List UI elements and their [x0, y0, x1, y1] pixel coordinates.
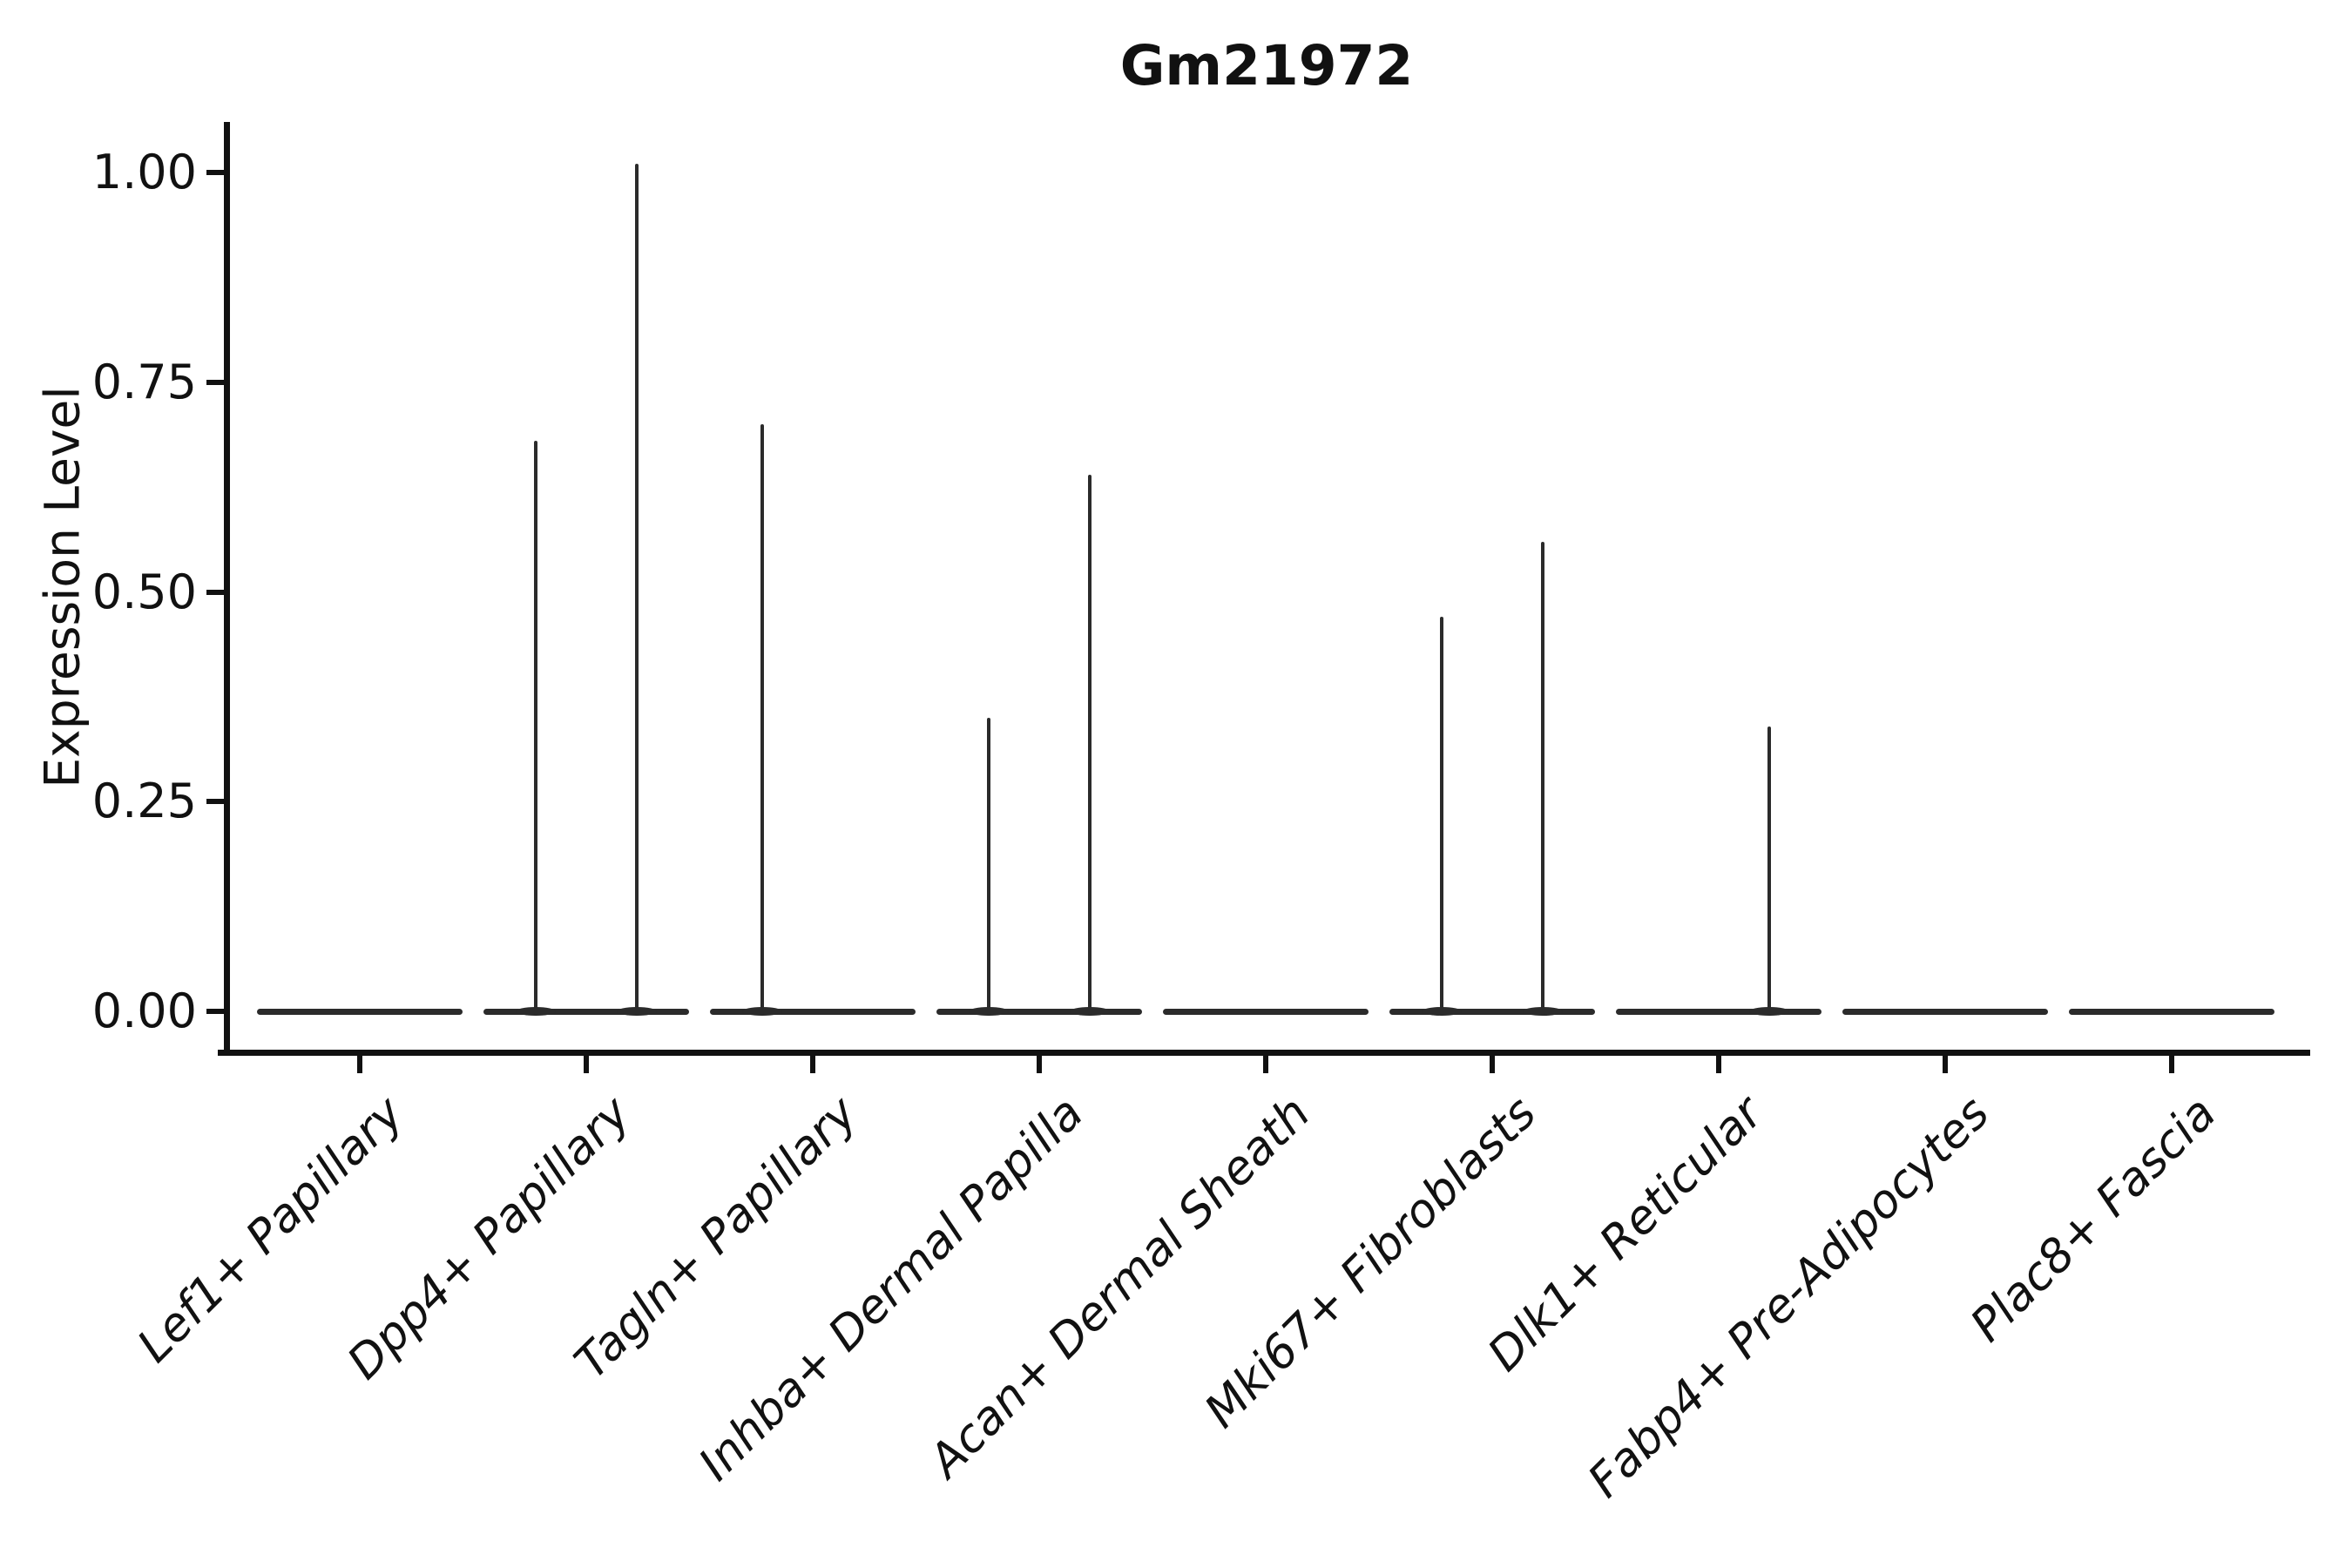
x-tick-label: Inhba+ Dermal Papilla	[688, 1086, 1094, 1491]
x-tick-label: Fabp4+ Pre-Adipocytes	[1578, 1086, 2000, 1508]
violin-zero-line	[1163, 1008, 1369, 1015]
violin-spike	[635, 164, 639, 1015]
y-tick-mark	[206, 379, 224, 385]
violin-zero-line	[936, 1008, 1142, 1015]
violin-spike	[760, 423, 764, 1015]
violin-zero-line	[257, 1008, 463, 1015]
x-tick-label: Plac8+ Fascia	[1960, 1086, 2227, 1353]
x-tick-mark	[1943, 1056, 1948, 1073]
y-tick-label: 0.50	[91, 564, 197, 619]
y-tick-label: 0.75	[91, 354, 197, 409]
violin-zero-line	[1389, 1008, 1595, 1015]
x-tick-label: Acan+ Dermal Sheath	[918, 1086, 1321, 1488]
y-tick-mark	[206, 589, 224, 595]
violin-spike	[1541, 541, 1544, 1015]
x-tick-mark	[1490, 1056, 1495, 1073]
violin-zero-line	[1616, 1008, 1821, 1015]
violin-spike	[1767, 726, 1771, 1015]
y-tick-mark	[206, 170, 224, 175]
x-tick-mark	[1716, 1056, 1721, 1073]
violin-spike	[534, 441, 537, 1015]
chart-title: Gm21972	[1119, 34, 1414, 98]
violin-zero-line	[710, 1008, 916, 1015]
violin-zero-line	[1842, 1008, 2048, 1015]
x-tick-mark	[2169, 1056, 2174, 1073]
x-tick-mark	[357, 1056, 362, 1073]
x-tick-mark	[1263, 1056, 1268, 1073]
violin-zero-line	[2069, 1008, 2274, 1015]
violin-zero-line	[483, 1008, 689, 1015]
y-axis-spine	[224, 122, 230, 1056]
violin-spike	[987, 717, 990, 1015]
x-tick-mark	[1037, 1056, 1042, 1073]
y-tick-mark	[206, 799, 224, 805]
y-tick-label: 0.00	[91, 983, 197, 1038]
x-axis-spine	[218, 1050, 2310, 1056]
violin-spike	[1088, 474, 1092, 1015]
x-tick-mark	[584, 1056, 589, 1073]
y-tick-mark	[206, 1009, 224, 1014]
x-tick-mark	[810, 1056, 815, 1073]
violin-spike	[1440, 617, 1443, 1015]
y-tick-label: 1.00	[91, 145, 197, 199]
y-tick-label: 0.25	[91, 774, 197, 829]
